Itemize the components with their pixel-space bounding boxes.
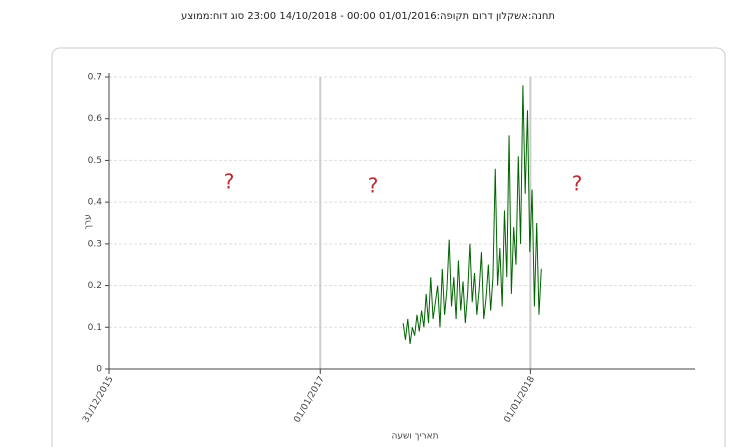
y-tick-label: 0.5 bbox=[88, 156, 102, 166]
y-tick-label: 0.6 bbox=[88, 114, 103, 124]
y-axis-label: ערך bbox=[84, 214, 94, 230]
y-tick-label: 0.7 bbox=[88, 73, 102, 83]
y-tick-label: 0 bbox=[96, 365, 102, 375]
chart-title: תחנה:אשקלון דרום תקופה:01/01/2016 00:00 … bbox=[181, 11, 555, 22]
y-tick-label: 0.2 bbox=[88, 281, 102, 291]
y-tick-label: 0.1 bbox=[88, 323, 102, 333]
missing-icon: ? bbox=[368, 174, 379, 198]
x-axis-label: תאריך ושעה bbox=[391, 432, 438, 442]
y-tick-label: 0.4 bbox=[88, 198, 103, 208]
chart-panel bbox=[51, 47, 726, 447]
missing-icon: ? bbox=[224, 170, 235, 194]
missing-icon: ? bbox=[572, 172, 583, 196]
y-tick-label: 0.3 bbox=[88, 239, 102, 249]
data-line bbox=[402, 85, 542, 345]
